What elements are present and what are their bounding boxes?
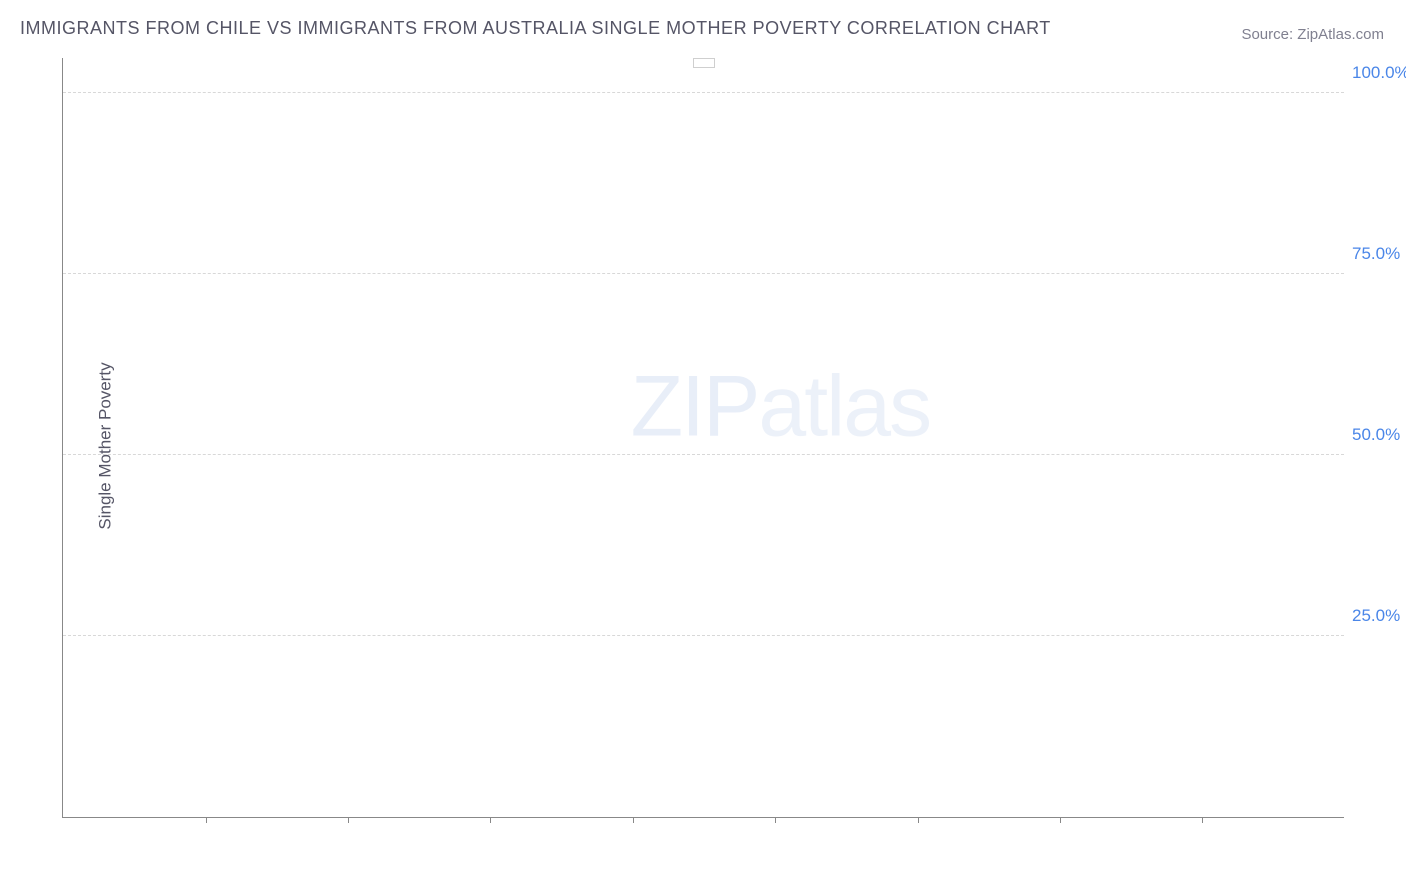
x-tick [633, 817, 634, 823]
y-tick-label: 75.0% [1352, 244, 1406, 264]
source-label: Source: ZipAtlas.com [1241, 26, 1384, 43]
y-tick-label: 100.0% [1352, 63, 1406, 83]
gridline-h [63, 635, 1344, 636]
x-tick [918, 817, 919, 823]
plot-area: ZIPatlas 25.0%50.0%75.0%100.0% [62, 58, 1344, 818]
x-tick [1202, 817, 1203, 823]
watermark: ZIPatlas [631, 358, 930, 457]
x-tick [1060, 817, 1061, 823]
x-tick [775, 817, 776, 823]
chart-title: IMMIGRANTS FROM CHILE VS IMMIGRANTS FROM… [20, 18, 1051, 39]
correlation-stats-box [693, 58, 715, 68]
gridline-h [63, 92, 1344, 93]
y-tick-label: 25.0% [1352, 606, 1406, 626]
gridline-h [63, 454, 1344, 455]
x-tick [490, 817, 491, 823]
x-tick [348, 817, 349, 823]
y-tick-label: 50.0% [1352, 425, 1406, 445]
x-tick [206, 817, 207, 823]
gridline-h [63, 273, 1344, 274]
